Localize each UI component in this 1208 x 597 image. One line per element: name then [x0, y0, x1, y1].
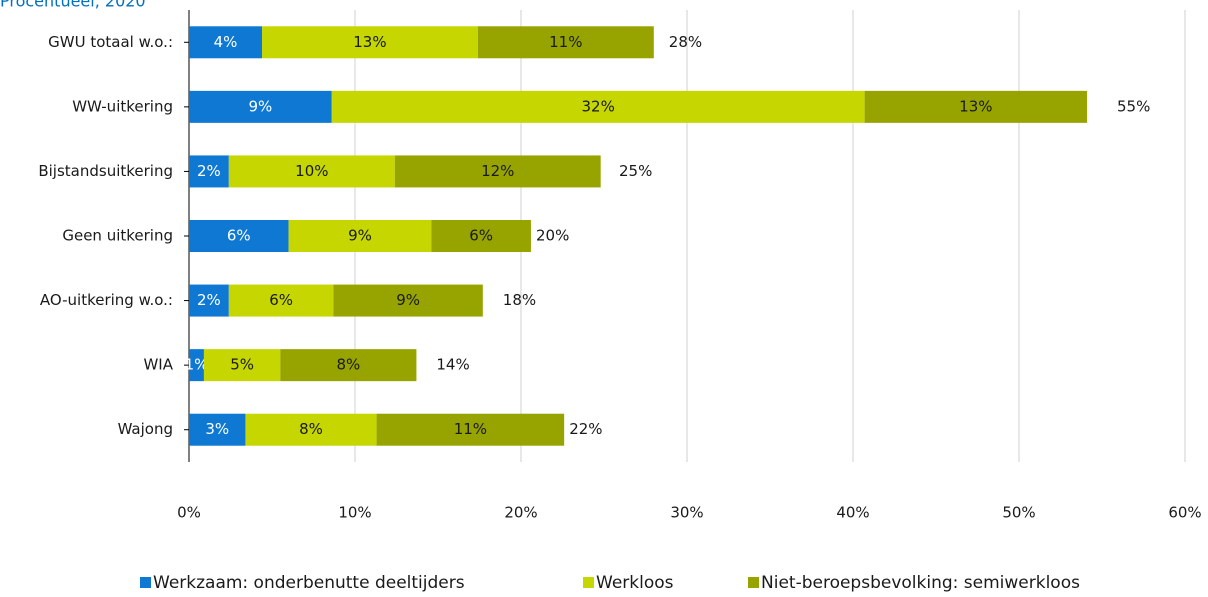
value-label: 9%	[396, 291, 420, 309]
value-label: 6%	[227, 227, 251, 245]
x-tick-label: 0%	[177, 504, 201, 522]
legend-swatch	[583, 577, 594, 588]
y-tick-label: WW-uitkering	[72, 97, 173, 115]
value-label: 9%	[248, 97, 272, 115]
bar-segment	[228, 284, 334, 317]
value-label: 4%	[214, 33, 238, 51]
x-tick-label: 30%	[670, 504, 703, 522]
value-label: 1%	[185, 356, 209, 374]
y-tick-label: Wajong	[118, 420, 173, 438]
value-label: 12%	[481, 162, 514, 180]
bar-segment	[189, 284, 229, 317]
total-label: 14%	[436, 356, 469, 374]
legend-swatch	[748, 577, 759, 588]
bar-segment	[189, 26, 263, 59]
value-label: 11%	[549, 33, 582, 51]
value-label: 13%	[959, 97, 992, 115]
y-tick-label: Geen uitkering	[62, 227, 173, 245]
x-tick-label: 60%	[1168, 504, 1201, 522]
total-label: 28%	[669, 33, 702, 51]
value-label: 2%	[197, 162, 221, 180]
bar-segment	[431, 220, 531, 252]
bar-segment	[203, 349, 281, 382]
chart-subtitle: Procentueel, 2020	[0, 0, 146, 11]
total-label: 20%	[536, 227, 569, 245]
bar-segment	[228, 155, 395, 188]
bar-segment	[376, 413, 565, 446]
bar-segment	[262, 26, 478, 59]
bar-segment	[189, 155, 229, 188]
value-label: 13%	[353, 33, 386, 51]
total-label: 55%	[1117, 97, 1150, 115]
value-label: 3%	[205, 420, 229, 438]
x-tick-label: 50%	[1002, 504, 1035, 522]
bar-segment	[189, 220, 289, 252]
legend-label: Werkzaam: onderbenutte deeltijders	[153, 573, 465, 593]
bar-segment	[189, 413, 246, 446]
bar-segment	[333, 284, 483, 317]
y-tick-label: Bijstandsuitkering	[38, 162, 173, 180]
total-label: 18%	[503, 291, 536, 309]
value-label: 8%	[336, 356, 360, 374]
value-label: 9%	[348, 227, 372, 245]
bar-segment	[288, 220, 432, 252]
bar-segment	[394, 155, 601, 188]
bar-segment	[245, 413, 377, 446]
total-label: 22%	[569, 420, 602, 438]
value-label: 6%	[269, 291, 293, 309]
legend-label: Niet-beroepsbevolking: semiwerkloos	[761, 573, 1080, 593]
legend-label: Werkloos	[596, 573, 674, 593]
y-tick-label: GWU totaal w.o.:	[48, 33, 173, 51]
legend-swatch	[140, 577, 151, 588]
value-label: 5%	[230, 356, 254, 374]
x-tick-label: 40%	[836, 504, 869, 522]
bar-segment	[189, 90, 332, 123]
x-tick-label: 10%	[338, 504, 371, 522]
bar-segment	[864, 90, 1088, 123]
value-label: 32%	[582, 97, 615, 115]
value-label: 6%	[469, 227, 493, 245]
value-label: 11%	[454, 420, 487, 438]
value-label: 10%	[295, 162, 328, 180]
bar-segment	[189, 349, 204, 382]
value-label: 8%	[299, 420, 323, 438]
y-tick-label: WIA	[143, 356, 173, 374]
bar-segment	[331, 90, 865, 123]
y-tick-label: AO-uitkering w.o.:	[40, 291, 173, 309]
value-label: 2%	[197, 291, 221, 309]
total-label: 25%	[619, 162, 652, 180]
x-tick-label: 20%	[504, 504, 537, 522]
bar-segment	[477, 26, 654, 59]
bar-segment	[280, 349, 417, 382]
